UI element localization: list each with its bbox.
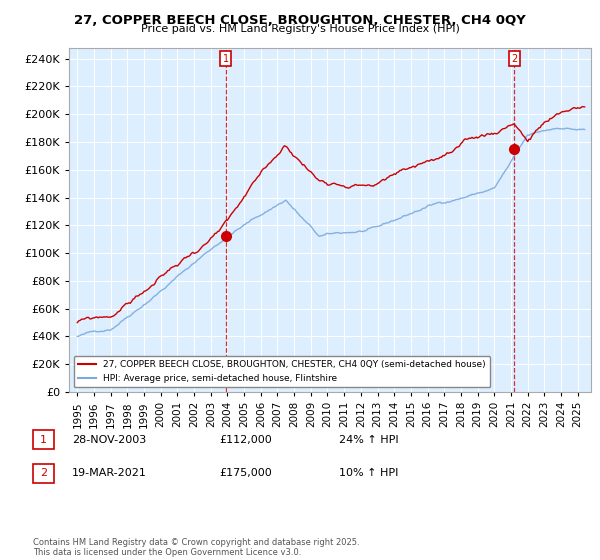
Text: £112,000: £112,000 xyxy=(219,435,272,445)
Text: 2: 2 xyxy=(511,54,517,64)
Text: 27, COPPER BEECH CLOSE, BROUGHTON, CHESTER, CH4 0QY: 27, COPPER BEECH CLOSE, BROUGHTON, CHEST… xyxy=(74,14,526,27)
Text: 10% ↑ HPI: 10% ↑ HPI xyxy=(339,468,398,478)
Text: £175,000: £175,000 xyxy=(219,468,272,478)
Legend: 27, COPPER BEECH CLOSE, BROUGHTON, CHESTER, CH4 0QY (semi-detached house), HPI: : 27, COPPER BEECH CLOSE, BROUGHTON, CHEST… xyxy=(74,356,490,388)
Text: 1: 1 xyxy=(223,54,229,64)
Text: 28-NOV-2003: 28-NOV-2003 xyxy=(72,435,146,445)
Text: 24% ↑ HPI: 24% ↑ HPI xyxy=(339,435,398,445)
Text: 2: 2 xyxy=(40,468,47,478)
Text: Price paid vs. HM Land Registry's House Price Index (HPI): Price paid vs. HM Land Registry's House … xyxy=(140,24,460,34)
Text: 1: 1 xyxy=(40,435,47,445)
Text: 19-MAR-2021: 19-MAR-2021 xyxy=(72,468,147,478)
Text: Contains HM Land Registry data © Crown copyright and database right 2025.
This d: Contains HM Land Registry data © Crown c… xyxy=(33,538,359,557)
